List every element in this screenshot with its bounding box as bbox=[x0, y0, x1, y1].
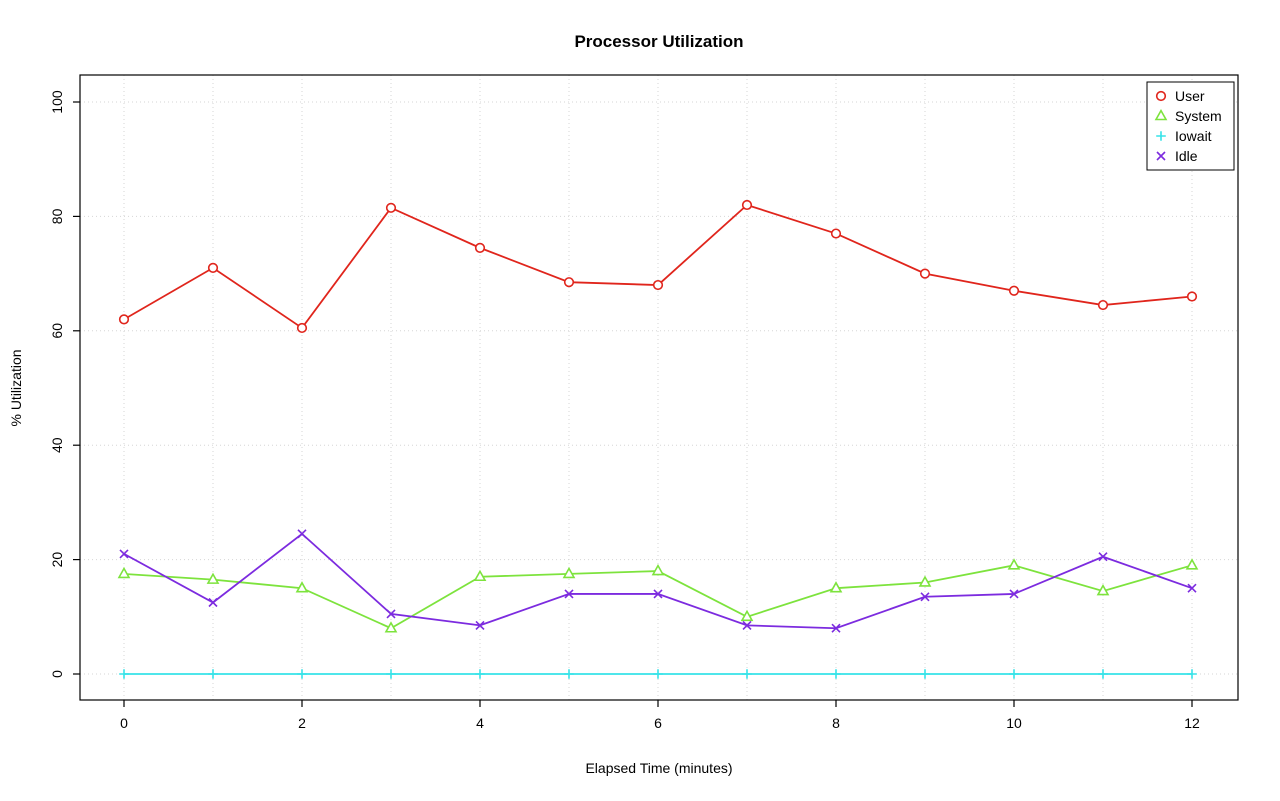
y-axis-label: % Utilization bbox=[8, 349, 24, 427]
legend-label: System bbox=[1175, 108, 1222, 124]
plus-marker-icon bbox=[208, 669, 218, 679]
plus-marker-icon bbox=[653, 669, 663, 679]
y-tick-label: 100 bbox=[49, 90, 65, 114]
circle-marker-icon bbox=[919, 268, 931, 279]
x-tick-label: 10 bbox=[1006, 715, 1022, 731]
series-line bbox=[123, 532, 1193, 630]
y-tick-label: 20 bbox=[49, 552, 65, 568]
circle-marker-icon bbox=[563, 277, 575, 288]
triangle-marker-icon bbox=[651, 564, 665, 576]
circle-marker-icon bbox=[652, 279, 664, 291]
x-marker-icon bbox=[386, 609, 396, 619]
plus-marker-icon bbox=[920, 669, 930, 679]
triangle-marker-icon bbox=[562, 566, 576, 579]
x-marker-icon bbox=[208, 597, 218, 608]
legend-label: Idle bbox=[1175, 148, 1198, 164]
plus-marker-icon bbox=[1156, 131, 1166, 141]
x-marker-icon bbox=[119, 549, 129, 559]
plus-marker-icon bbox=[564, 669, 574, 679]
x-marker-icon bbox=[1009, 589, 1019, 599]
chart-title: Processor Utilization bbox=[574, 32, 744, 51]
x-marker-icon bbox=[475, 620, 485, 630]
y-tick-label: 40 bbox=[49, 437, 65, 453]
series-user bbox=[118, 199, 1198, 334]
triangle-marker-icon bbox=[295, 581, 309, 593]
series-idle bbox=[119, 529, 1197, 633]
series-iowait bbox=[119, 669, 1197, 679]
circle-marker-icon bbox=[385, 202, 397, 213]
circle-marker-icon bbox=[207, 262, 219, 273]
circle-marker-icon bbox=[474, 242, 486, 253]
plus-marker-icon bbox=[831, 669, 841, 679]
x-tick-label: 0 bbox=[120, 715, 128, 731]
y-tick-label: 60 bbox=[49, 323, 65, 339]
plus-marker-icon bbox=[297, 669, 307, 679]
triangle-marker-icon bbox=[117, 566, 131, 579]
x-tick-label: 4 bbox=[476, 715, 484, 731]
legend: User System Iowait Idle bbox=[1146, 81, 1235, 171]
triangle-marker-icon bbox=[1096, 584, 1110, 596]
x-marker-icon bbox=[297, 529, 307, 539]
y-tick-label: 0 bbox=[49, 670, 65, 678]
circle-marker-icon bbox=[1008, 285, 1020, 296]
legend-label: Iowait bbox=[1175, 128, 1212, 144]
triangle-marker-icon bbox=[206, 572, 220, 584]
circle-marker-icon bbox=[118, 314, 130, 325]
x-marker-icon bbox=[831, 623, 841, 633]
x-marker-icon bbox=[1098, 552, 1108, 562]
y-tick-label: 80 bbox=[49, 208, 65, 224]
axis-box bbox=[79, 74, 1239, 701]
circle-marker-icon bbox=[1155, 90, 1167, 102]
plus-marker-icon bbox=[1098, 669, 1108, 679]
x-tick-label: 12 bbox=[1184, 715, 1200, 731]
triangle-marker-icon bbox=[1185, 558, 1199, 570]
triangle-marker-icon bbox=[918, 575, 932, 587]
circle-marker-icon bbox=[296, 322, 308, 334]
triangle-marker-icon bbox=[829, 581, 843, 593]
triangle-marker-icon bbox=[1154, 108, 1168, 121]
x-tick-label: 2 bbox=[298, 715, 306, 731]
plus-marker-icon bbox=[1187, 669, 1197, 679]
triangle-marker-icon bbox=[1007, 558, 1021, 570]
plus-marker-icon bbox=[475, 669, 485, 679]
x-marker-icon bbox=[564, 589, 574, 599]
series-system bbox=[117, 558, 1199, 633]
x-marker-icon bbox=[1187, 583, 1197, 593]
legend-label: User bbox=[1175, 88, 1205, 104]
x-axis-label: Elapsed Time (minutes) bbox=[585, 760, 733, 776]
circle-marker-icon bbox=[1186, 291, 1198, 302]
plus-marker-icon bbox=[119, 669, 129, 679]
plus-marker-icon bbox=[742, 669, 752, 679]
circle-marker-icon bbox=[1097, 299, 1109, 311]
triangle-marker-icon bbox=[384, 621, 398, 633]
circle-marker-icon bbox=[830, 228, 842, 239]
x-marker-icon bbox=[653, 589, 663, 599]
axis-ticks bbox=[73, 101, 1193, 707]
x-marker-icon bbox=[1156, 151, 1166, 161]
x-marker-icon bbox=[742, 620, 752, 630]
plus-marker-icon bbox=[1009, 669, 1019, 679]
axis-tick-labels: 0 2 4 6 8 10 12 0 20 40 60 80 100 bbox=[49, 90, 1200, 731]
triangle-marker-icon bbox=[473, 569, 487, 582]
plus-marker-icon bbox=[386, 669, 396, 679]
x-tick-label: 6 bbox=[654, 715, 662, 731]
x-marker-icon bbox=[920, 592, 930, 602]
circle-marker-icon bbox=[741, 199, 753, 211]
x-tick-label: 8 bbox=[832, 715, 840, 731]
gridlines bbox=[80, 75, 1238, 700]
triangle-marker-icon bbox=[740, 609, 754, 622]
